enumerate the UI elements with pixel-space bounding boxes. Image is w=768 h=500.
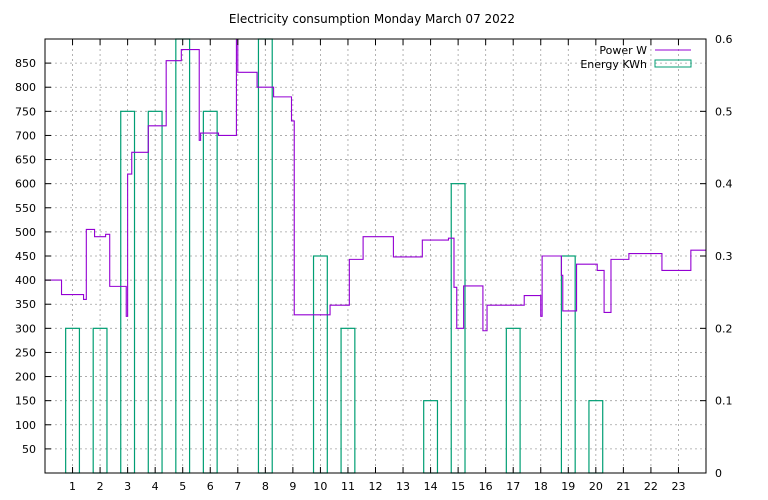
x-tick-label: 7: [234, 480, 241, 493]
y-tick-label: 600: [15, 178, 36, 191]
x-tick-label: 21: [616, 480, 630, 493]
x-tick-label: 1: [69, 480, 76, 493]
x-tick-label: 22: [644, 480, 658, 493]
energy-bar: [588, 400, 604, 474]
x-tick-label: 16: [479, 480, 493, 493]
x-tick-label: 23: [671, 480, 685, 493]
legend-label-power: Power W: [599, 44, 647, 57]
power-line: [45, 38, 706, 332]
y-tick-label: 350: [15, 298, 36, 311]
y-tick-label: 400: [15, 274, 36, 287]
x-tick-label: 11: [341, 480, 355, 493]
y2-tick-label: 0.3: [715, 250, 733, 263]
y-tick-label: 200: [15, 371, 36, 384]
y2-tick-label: 0.1: [715, 395, 733, 408]
y2-tick-label: 0: [715, 467, 722, 480]
y2-tick-label: 0.6: [715, 33, 733, 46]
y-tick-label: 750: [15, 105, 36, 118]
legend-swatch-energy: [654, 59, 692, 68]
x-tick-label: 17: [506, 480, 520, 493]
x-tick-label: 3: [124, 480, 131, 493]
x-tick-label: 4: [152, 480, 159, 493]
y-tick-label: 700: [15, 129, 36, 142]
legend-label-energy: Energy KWh: [580, 58, 647, 71]
y-tick-label: 450: [15, 250, 36, 263]
x-tick-label: 14: [424, 480, 438, 493]
legend: Power W Energy KWh: [580, 44, 692, 71]
y2-tick-label: 0.5: [715, 105, 733, 118]
y-tick-label: 100: [15, 419, 36, 432]
x-tick-label: 13: [396, 480, 410, 493]
x-tick-label: 18: [534, 480, 548, 493]
y-tick-label: 250: [15, 346, 36, 359]
y-axis: 50 100 150 200 250 300 350 400 450 500 550 600 650 70…: [15, 57, 51, 456]
chart-title: Electricity consumption Monday March 07 …: [229, 12, 515, 26]
y2-tick-label: 0.2: [715, 322, 733, 335]
x-tick-label: 5: [179, 480, 186, 493]
y-tick-label: 150: [15, 395, 36, 408]
y-tick-label: 500: [15, 226, 36, 239]
x-tick-label: 19: [561, 480, 575, 493]
x-tick-label: 8: [262, 480, 269, 493]
y2-tick-label: 0.4: [715, 178, 733, 191]
grid: [45, 39, 706, 473]
y2-axis: 0 0.1 0.2 0.3 0.4 0.5 0.6: [700, 33, 733, 480]
y-tick-label: 300: [15, 322, 36, 335]
x-tick-label: 15: [451, 480, 465, 493]
x-tick-label: 2: [97, 480, 104, 493]
y-tick-label: 550: [15, 202, 36, 215]
x-tick-label: 6: [207, 480, 214, 493]
x-axis: 1 2 3 4 5 6 7 8 9 10 11 12 13 14 15 16 17 18 19 20 21 22 23: [69, 39, 685, 493]
power-series: [45, 38, 706, 332]
x-tick-label: 9: [289, 480, 296, 493]
energy-bar: [423, 400, 439, 474]
y-tick-label: 850: [15, 57, 36, 70]
y-tick-label: 800: [15, 81, 36, 94]
x-tick-label: 20: [589, 480, 603, 493]
x-tick-label: 10: [313, 480, 327, 493]
y-tick-label: 650: [15, 154, 36, 167]
x-tick-label: 12: [369, 480, 383, 493]
y-tick-label: 50: [22, 443, 36, 456]
